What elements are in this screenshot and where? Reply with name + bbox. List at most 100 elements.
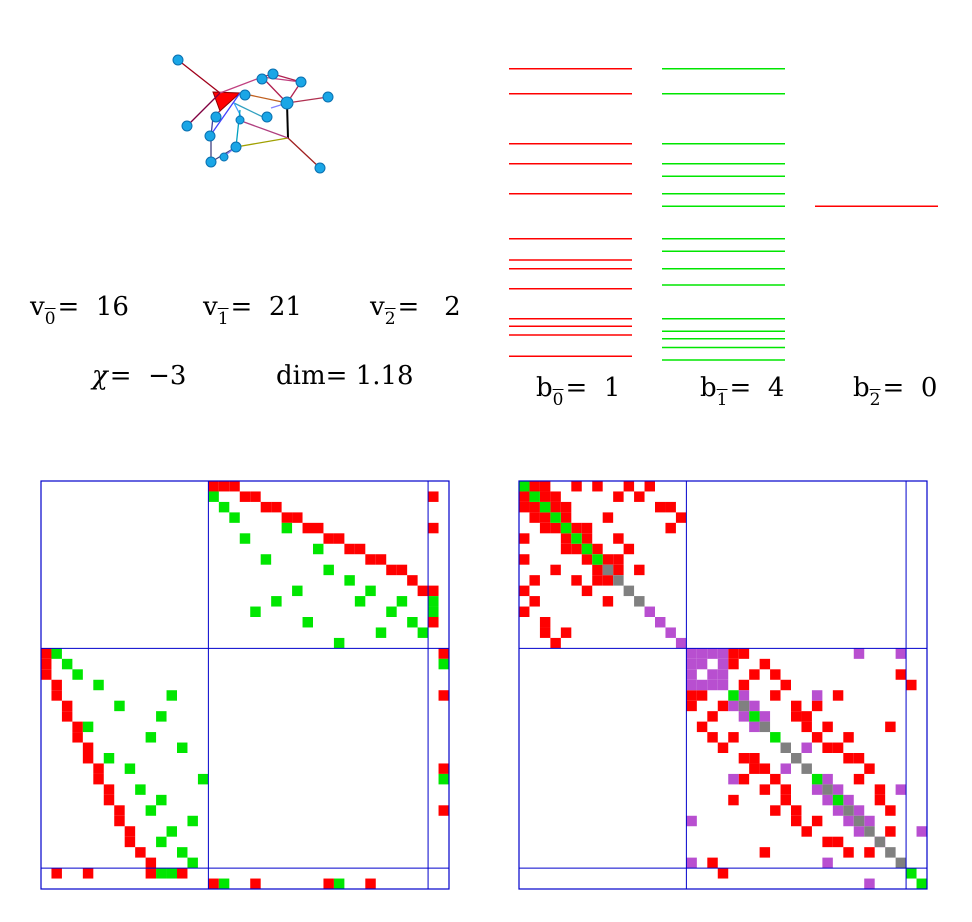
laplacian-matrix-entry-red-64 <box>749 669 760 680</box>
dirac-matrix-entry-red-33 <box>375 554 387 565</box>
laplacian-matrix-entry-green-14 <box>916 878 927 889</box>
laplacian-matrix-entry-purple-24 <box>780 763 791 774</box>
dirac-matrix-entry-green-37 <box>396 596 408 607</box>
laplacian-matrix-entry-red-70 <box>780 679 791 691</box>
dirac-matrix-entry-red-16 <box>72 732 83 743</box>
laplacian-matrix-entry-red-19 <box>529 596 540 607</box>
dirac-matrix-entry-green-33 <box>375 627 387 638</box>
stat-b2: b2= 0 <box>853 373 938 410</box>
laplacian-matrix-entry-red-26 <box>602 512 614 523</box>
laplacian-matrix-entry-red-10 <box>623 481 635 492</box>
laplacian-matrix-entry-purple-31 <box>843 794 854 806</box>
dirac-matrix-entry-green-13 <box>271 596 282 607</box>
dirac-matrix-entry-green-35 <box>386 606 397 617</box>
stat-v2: v2= 2 <box>370 292 461 329</box>
laplacian-matrix-entry-gray-8 <box>801 763 812 774</box>
laplacian-matrix-entry-red-23 <box>539 617 551 628</box>
dirac-matrix-entry-red-53 <box>428 522 439 534</box>
dirac-matrix-entry-red-47 <box>438 763 449 774</box>
dirac-matrix-entry-green-42 <box>218 878 230 889</box>
spectrum-b0-lines <box>509 68 632 357</box>
laplacian-matrix-entry-gray-11 <box>853 815 865 827</box>
laplacian-matrix-entry-red-66 <box>770 669 781 680</box>
dirac-matrix-entry-red-40 <box>145 857 157 869</box>
dirac-matrix-entry-red-31 <box>365 554 376 565</box>
laplacian-matrix-entry-red-48 <box>634 564 645 576</box>
laplacian-matrix-entry-red-105 <box>822 836 833 848</box>
dirac-matrix-entry-green-34 <box>166 826 177 837</box>
laplacian-matrix-entry-green-2 <box>539 501 551 513</box>
laplacian-matrix-entry-purple-37 <box>686 815 697 827</box>
laplacian-matrix-entry-purple-22 <box>759 711 771 722</box>
laplacian-matrix-entry-gray-12 <box>864 826 875 837</box>
laplacian-matrix-entry-red-54 <box>675 512 687 523</box>
dirac-matrix-entry-red-13 <box>271 501 282 513</box>
laplacian-matrix-entry-red-91 <box>770 805 781 816</box>
laplacian-matrix-entry-red-52 <box>665 501 676 513</box>
laplacian-matrix-entry-red-82 <box>801 711 812 722</box>
laplacian-matrix-entry-red-102 <box>853 773 865 785</box>
laplacian-matrix-entry-purple-18 <box>728 700 739 712</box>
laplacian-matrix-entry-red-57 <box>686 690 697 701</box>
dirac-matrix-entry-green-30 <box>145 805 157 816</box>
laplacian-matrix-entry-purple-19 <box>738 690 750 701</box>
dirac-matrix-entry-green-7 <box>239 533 251 544</box>
dirac-matrix-entry-red-25 <box>333 533 345 544</box>
dirac-matrix-frame <box>40 480 450 890</box>
laplacian-matrix-entry-gray-0 <box>602 564 614 576</box>
laplacian-matrix-entry-green-11 <box>811 773 823 785</box>
laplacian-matrix-entry-red-37 <box>571 575 582 586</box>
graph-illustration <box>172 54 334 174</box>
dirac-matrix-entry-green-22 <box>124 763 136 774</box>
laplacian-matrix <box>518 480 928 890</box>
laplacian-matrix-entry-red-101 <box>801 826 812 837</box>
laplacian-matrix-entry-red-67 <box>707 732 718 743</box>
laplacian-matrix-entry-red-36 <box>613 533 624 544</box>
laplacian-matrix-frame <box>518 480 928 890</box>
laplacian-matrix-entry-purple-36 <box>853 648 865 659</box>
laplacian-matrix-entry-green-8 <box>728 690 739 701</box>
dirac-matrix-entry-green-12 <box>156 711 167 722</box>
laplacian-matrix-entry-red-2 <box>539 481 551 492</box>
laplacian-matrix-entry-red-79 <box>738 773 750 785</box>
laplacian-matrix-entry-red-3 <box>519 501 530 513</box>
graph-triangle-face <box>212 91 242 112</box>
laplacian-matrix-entry-red-88 <box>811 732 823 743</box>
dirac-matrix-entry-green-4 <box>72 669 83 680</box>
dirac-matrix-entry-green-11 <box>260 554 272 565</box>
laplacian-matrix-entry-red-98 <box>853 753 865 764</box>
laplacian-matrix-entry-purple-10 <box>707 648 718 659</box>
dirac-matrix-entry-green-44 <box>333 878 345 889</box>
dirac-matrix-entry-red-11 <box>260 501 272 513</box>
dirac-matrix-entry-green-29 <box>354 596 366 607</box>
laplacian-matrix-entry-purple-23 <box>749 721 760 733</box>
laplacian-matrix-entry-purple-12 <box>717 648 729 659</box>
laplacian-matrix-entry-red-32 <box>665 522 676 534</box>
laplacian-matrix-entry-red-42 <box>602 554 614 565</box>
laplacian-matrix-entry-red-18 <box>634 491 645 502</box>
laplacian-matrix-entry-red-9 <box>519 554 530 565</box>
laplacian-matrix-entry-red-56 <box>728 648 739 659</box>
laplacian-matrix-entry-red-8 <box>592 481 603 492</box>
laplacian-matrix-entry-red-6 <box>571 481 582 492</box>
dirac-matrix-entry-green-18 <box>177 742 188 753</box>
dirac-matrix-entry-red-30 <box>114 805 125 816</box>
dirac-matrix-entry-green-26 <box>135 784 146 795</box>
laplacian-matrix-entry-red-97 <box>791 805 802 816</box>
laplacian-matrix-entry-gray-10 <box>843 805 854 816</box>
dirac-matrix-entry-red-9 <box>250 491 261 502</box>
laplacian-matrix-entry-red-34 <box>581 533 593 544</box>
laplacian-matrix-entry-green-7 <box>592 554 603 565</box>
dirac-matrix-entry-green-19 <box>302 617 313 628</box>
laplacian-matrix-entry-red-51 <box>539 512 551 523</box>
laplacian-matrix-entry-purple-43 <box>822 857 833 869</box>
laplacian-matrix-entry-red-58 <box>738 648 750 659</box>
laplacian-matrix-entry-red-31 <box>560 543 572 555</box>
dirac-matrix-entry-green-10 <box>114 700 125 712</box>
dirac-matrix-entry-red-27 <box>344 543 355 555</box>
dirac-matrix-entry-green-2 <box>61 658 73 670</box>
laplacian-matrix-entry-red-29 <box>560 533 572 544</box>
dirac-matrix-entry-red-5 <box>229 481 240 492</box>
laplacian-matrix-entry-red-50 <box>550 501 561 513</box>
dirac-matrix-entry-red-49 <box>438 805 449 816</box>
